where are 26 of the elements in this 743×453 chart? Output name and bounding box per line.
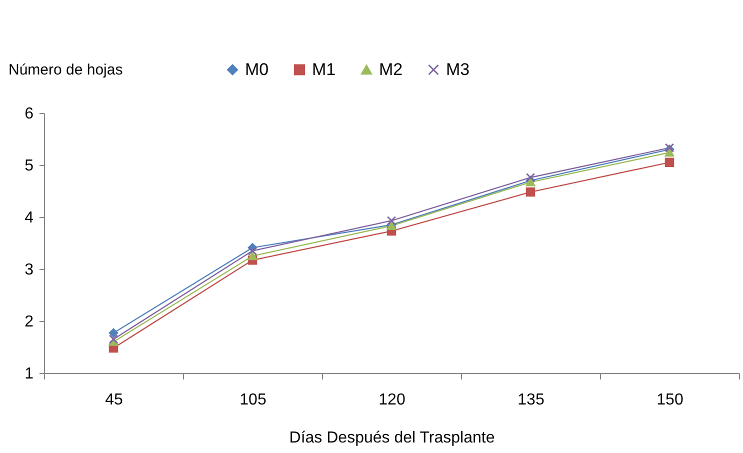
y-tick-label: 3 [24, 262, 34, 278]
x-tick-label: 105 [240, 392, 266, 408]
point [526, 172, 536, 182]
x-tick-label: 150 [656, 392, 684, 408]
x-axis-title: Días Después del Trasplante [289, 430, 495, 446]
legend-label: M2 [379, 60, 403, 79]
y-tick-label: 5 [24, 158, 34, 174]
x-tick-label: 120 [378, 392, 406, 408]
point [248, 246, 258, 256]
point [248, 252, 258, 260]
y-axis-title: Número de hojas [8, 62, 123, 78]
x-tick-label: 135 [518, 392, 544, 408]
point [664, 158, 674, 168]
legend-label: M0 [245, 60, 269, 79]
point [526, 187, 536, 197]
point [386, 216, 396, 226]
y-tick-label: 2 [24, 314, 34, 330]
point [664, 148, 674, 157]
legend-label: M3 [446, 60, 470, 79]
y-tick-label: 4 [24, 210, 34, 226]
point [108, 328, 118, 338]
y-tick-label: 6 [24, 106, 34, 122]
point [526, 178, 536, 186]
x-tick-label: 45 [105, 392, 123, 408]
y-tick-label: 1 [24, 366, 34, 382]
legend-label: M1 [312, 60, 336, 79]
